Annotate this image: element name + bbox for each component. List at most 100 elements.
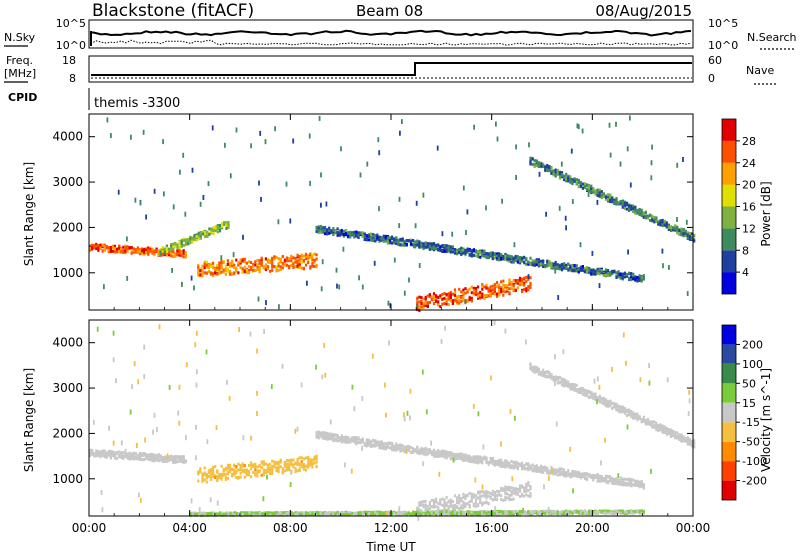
heatmap-cell: [518, 257, 522, 261]
heatmap-cell: [317, 513, 320, 516]
heatmap-cell: [464, 496, 467, 500]
heatmap-cell: [243, 470, 246, 474]
heatmap-cell: [334, 438, 337, 442]
heatmap-cell: [596, 269, 599, 273]
heatmap-cell: [323, 226, 327, 230]
heatmap-cell: [470, 495, 473, 498]
heatmap-cell: [122, 249, 125, 253]
heatmap-cell: [583, 511, 587, 515]
heatmap-cell: [184, 238, 188, 242]
heatmap-cell: [374, 439, 377, 443]
heatmap-cell: [439, 454, 442, 458]
heatmap-speckle: [662, 263, 664, 269]
heatmap-cell: [514, 255, 517, 259]
heatmap-cell: [201, 268, 204, 272]
heatmap-cell: [304, 254, 308, 258]
heatmap-cell: [504, 465, 507, 469]
heatmap-cell: [269, 462, 272, 466]
heatmap-cell: [579, 182, 582, 186]
heatmap-cell: [363, 234, 366, 238]
heatmap-cell: [502, 487, 505, 491]
heatmap-cell: [386, 241, 389, 245]
heatmap-cell: [479, 293, 482, 297]
heatmap-cell: [611, 511, 614, 515]
heatmap-cell: [611, 479, 614, 483]
heatmap-cell: [537, 469, 540, 473]
heatmap-cell: [674, 224, 677, 228]
heatmap-cell: [607, 198, 610, 202]
heatmap-cell: [474, 510, 478, 514]
heatmap-cell: [481, 494, 484, 498]
heatmap-cell: [239, 464, 242, 468]
heatmap-cell: [521, 257, 524, 261]
heatmap-cell: [99, 243, 102, 247]
heatmap-cell: [178, 245, 181, 249]
heatmap-cell: [195, 238, 198, 242]
heatmap-cell: [569, 177, 572, 181]
heatmap-cell: [676, 231, 679, 235]
heatmap-cell: [481, 490, 484, 493]
heatmap-cell: [397, 447, 400, 451]
heatmap-cell: [437, 452, 440, 456]
heatmap-cell: [141, 249, 144, 253]
heatmap-cell: [326, 513, 329, 517]
heatmap-cell: [510, 283, 513, 287]
heatmap-cell: [489, 289, 492, 293]
heatmap-cell: [384, 445, 387, 449]
heatmap-cell: [241, 271, 244, 274]
heatmap-cell: [161, 249, 164, 253]
heatmap-cell: [430, 244, 433, 248]
heatmap-cell: [529, 156, 532, 160]
heatmap-cell: [527, 489, 530, 492]
heatmap-cell: [617, 511, 620, 515]
power-data: [89, 115, 696, 313]
heatmap-cell: [277, 264, 280, 268]
heatmap-cell: [254, 462, 257, 466]
heatmap-cell: [395, 513, 398, 517]
heatmap-cell: [399, 511, 402, 515]
heatmap-cell: [307, 261, 310, 265]
heatmap-cell: [298, 512, 301, 516]
heatmap-cell: [516, 465, 519, 469]
heatmap-cell: [374, 510, 377, 514]
heatmap-cell: [638, 207, 641, 211]
heatmap-cell: [134, 452, 137, 456]
heatmap-cell: [498, 289, 501, 293]
heatmap-cell: [462, 500, 465, 504]
heatmap-cell: [445, 248, 448, 252]
heatmap-cell: [479, 491, 482, 495]
heatmap-cell: [472, 457, 475, 461]
heatmap-cell: [569, 175, 572, 179]
heatmap-cell: [510, 498, 513, 502]
heatmap-cell: [474, 459, 478, 463]
heatmap-cell: [330, 437, 333, 441]
heatmap-cell: [302, 254, 305, 258]
heatmap-cell: [485, 286, 488, 290]
heatmap-speckle: [277, 219, 280, 225]
heatmap-cell: [466, 502, 469, 506]
heatmap-cell: [279, 465, 282, 469]
heatmap-cell: [245, 468, 248, 472]
heatmap-cell: [611, 478, 614, 482]
heatmap-cell: [405, 512, 408, 516]
heatmap-speckle: [401, 119, 403, 125]
heatmap-cell: [182, 251, 185, 255]
heatmap-cell: [349, 437, 352, 441]
heatmap-cell: [300, 261, 303, 265]
heatmap-cell: [458, 295, 461, 299]
heatmap-cell: [321, 227, 324, 231]
heatmap-cell: [477, 503, 480, 507]
heatmap-cell: [487, 494, 490, 498]
heatmap-cell: [338, 439, 341, 442]
heatmap-cell: [460, 252, 463, 256]
heatmap-cell: [445, 501, 448, 505]
heatmap-cell: [203, 271, 206, 275]
heatmap-cell: [453, 494, 457, 498]
heatmap-cell: [514, 460, 517, 464]
heatmap-speckle: [338, 284, 341, 290]
heatmap-cell: [533, 159, 536, 163]
heatmap-cell: [451, 245, 454, 249]
heatmap-speckle: [565, 225, 567, 231]
heatmap-cell: [209, 262, 213, 266]
